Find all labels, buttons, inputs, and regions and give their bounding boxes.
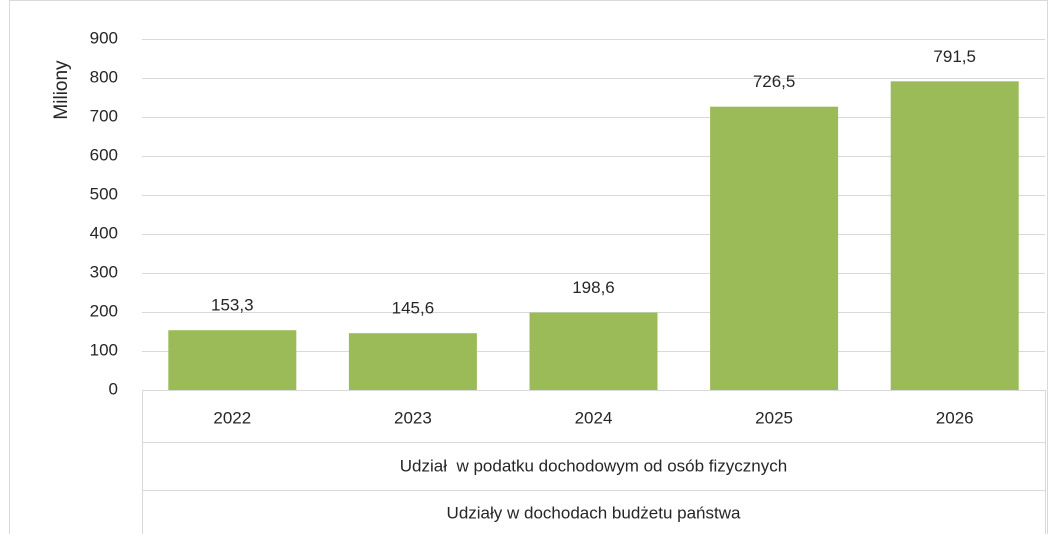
- bar: [710, 106, 839, 390]
- value-label: 198,6: [572, 278, 615, 297]
- bar: [168, 330, 297, 390]
- x-tick-label: 2023: [394, 408, 432, 427]
- group-label: Udziały w dochodach budżetu państwa: [447, 503, 741, 522]
- y-tick-label: 500: [90, 184, 118, 203]
- x-tick-label: 2022: [213, 408, 251, 427]
- value-label: 145,6: [392, 299, 435, 318]
- y-tick-label: 900: [90, 28, 118, 47]
- bar: [890, 81, 1019, 390]
- value-label: 153,3: [211, 296, 254, 315]
- y-tick-label: 800: [90, 67, 118, 86]
- y-tick-label: 600: [90, 145, 118, 164]
- bar: [348, 333, 477, 390]
- group-label: Udział w podatku dochodowym od osób fizy…: [400, 456, 787, 475]
- chart-border: [9, 0, 1048, 539]
- y-tick-label: 300: [90, 262, 118, 281]
- x-tick-label: 2026: [936, 408, 974, 427]
- y-tick-label: 0: [109, 379, 118, 398]
- bar: [529, 312, 658, 390]
- x-tick-label: 2025: [755, 408, 793, 427]
- y-tick-label: 100: [90, 340, 118, 359]
- value-label: 726,5: [753, 72, 796, 91]
- x-tick-label: 2024: [575, 408, 613, 427]
- y-tick-label: 200: [90, 301, 118, 320]
- y-tick-label: 700: [90, 106, 118, 125]
- value-label: 791,5: [933, 47, 976, 66]
- y-axis-label: Miliony: [51, 60, 72, 120]
- y-tick-label: 400: [90, 223, 118, 242]
